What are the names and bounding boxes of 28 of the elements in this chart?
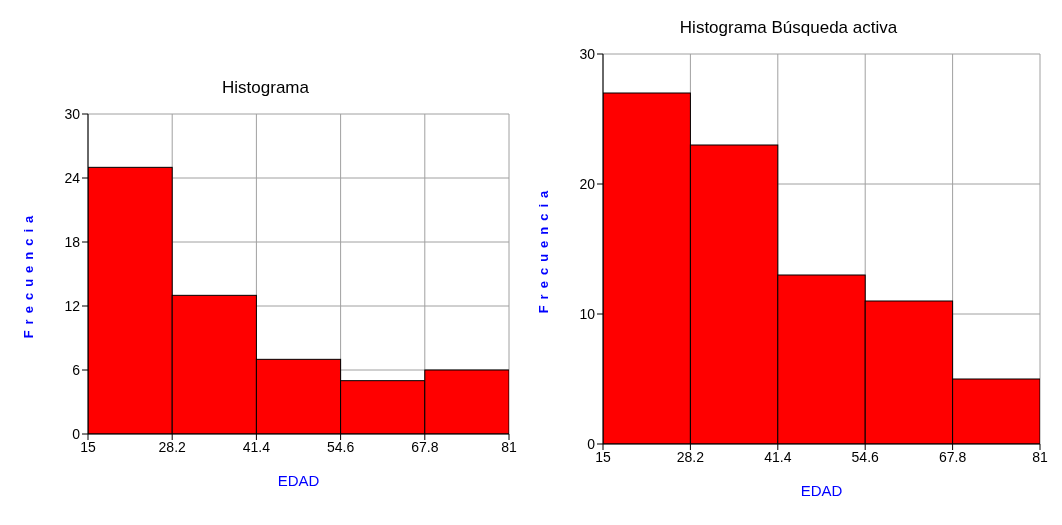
x-tick-label: 28.2	[676, 448, 705, 465]
y-tick-label: 10	[579, 305, 596, 322]
chart-title: Histograma Búsqueda activa	[678, 18, 899, 39]
x-tick-label: 81	[1032, 448, 1048, 465]
x-tick-label: 54.6	[326, 438, 355, 455]
y-tick-label: 20	[579, 175, 596, 192]
x-axis-title: EDAD	[800, 482, 843, 499]
x-axis-title: EDAD	[277, 472, 320, 489]
y-tick-label: 30	[579, 45, 596, 62]
y-tick-label: 30	[64, 105, 81, 122]
x-tick-label: 15	[80, 438, 96, 455]
x-tick-label: 15	[595, 448, 611, 465]
y-tick-label: 6	[72, 361, 81, 378]
x-tick-label: 67.8	[411, 438, 439, 455]
y-tick-label: 12	[64, 297, 81, 314]
x-tick-label: 28.2	[158, 438, 187, 455]
chart-title: Histograma	[221, 78, 310, 99]
x-tick-label: 41.4	[764, 448, 792, 465]
y-tick-label: 18	[64, 233, 81, 250]
y-axis-title: Frecuencia	[535, 184, 551, 314]
y-tick-label: 24	[64, 169, 81, 186]
x-tick-label: 54.6	[851, 448, 880, 465]
x-tick-label: 41.4	[242, 438, 271, 455]
x-tick-label: 81	[501, 438, 517, 455]
y-axis-title: Frecuencia	[20, 209, 36, 339]
x-tick-label: 67.8	[938, 448, 967, 465]
y-tick-label: 0	[72, 425, 81, 442]
y-tick-label: 0	[587, 435, 596, 452]
